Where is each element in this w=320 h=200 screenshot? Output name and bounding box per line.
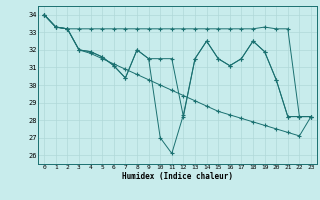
X-axis label: Humidex (Indice chaleur): Humidex (Indice chaleur)	[122, 172, 233, 181]
